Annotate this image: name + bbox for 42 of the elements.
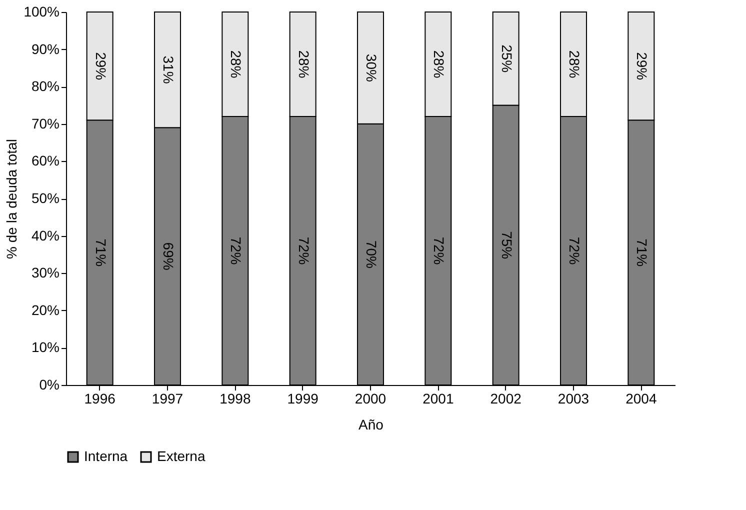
data-label: 31% (160, 56, 176, 84)
y-tick-label: 100% (24, 4, 60, 20)
x-tick-label: 1997 (152, 390, 184, 406)
data-label: 71% (634, 238, 650, 267)
x-tick-label: 2001 (422, 390, 454, 406)
data-label: 70% (364, 240, 380, 268)
data-label: 30% (364, 54, 380, 82)
y-tick-label: 40% (31, 227, 60, 244)
y-tick-label: 20% (31, 302, 60, 318)
y-tick-label: 50% (31, 190, 60, 206)
x-tick-label: 1996 (84, 390, 116, 406)
x-tick-label: 2004 (626, 390, 657, 406)
y-tick-label: 30% (31, 264, 60, 281)
data-label: 72% (566, 236, 582, 265)
y-axis-title: % de la deuda total (4, 139, 20, 259)
y-tick-label: 0% (39, 376, 60, 392)
x-axis-title: Año (358, 416, 384, 432)
x-tick-label: 2003 (558, 390, 590, 406)
x-tick-label: 1999 (287, 390, 319, 406)
data-label: 28% (431, 50, 448, 78)
data-label: 29% (634, 52, 650, 80)
x-tick-label: 1998 (220, 390, 251, 406)
data-label: 72% (228, 236, 244, 265)
data-label: 29% (92, 52, 109, 80)
y-tick-label: 70% (31, 115, 60, 132)
data-label: 28% (566, 50, 582, 78)
data-label: 28% (296, 50, 312, 78)
x-tick-label: 2002 (490, 390, 522, 406)
data-label: 28% (228, 50, 244, 78)
data-label: 72% (431, 236, 448, 265)
data-label: 69% (160, 242, 176, 270)
data-label: 72% (296, 236, 312, 265)
y-tick-label: 80% (31, 78, 60, 94)
data-label: 71% (92, 238, 109, 267)
legend-label: Externa (157, 448, 206, 464)
data-label: 25% (498, 44, 515, 73)
y-tick-label: 90% (31, 40, 60, 57)
data-label: 75% (498, 231, 515, 260)
y-tick-label: 60% (31, 152, 60, 169)
x-tick-label: 2000 (354, 390, 386, 406)
y-tick-label: 10% (31, 339, 60, 356)
legend-label: Interna (84, 448, 128, 464)
